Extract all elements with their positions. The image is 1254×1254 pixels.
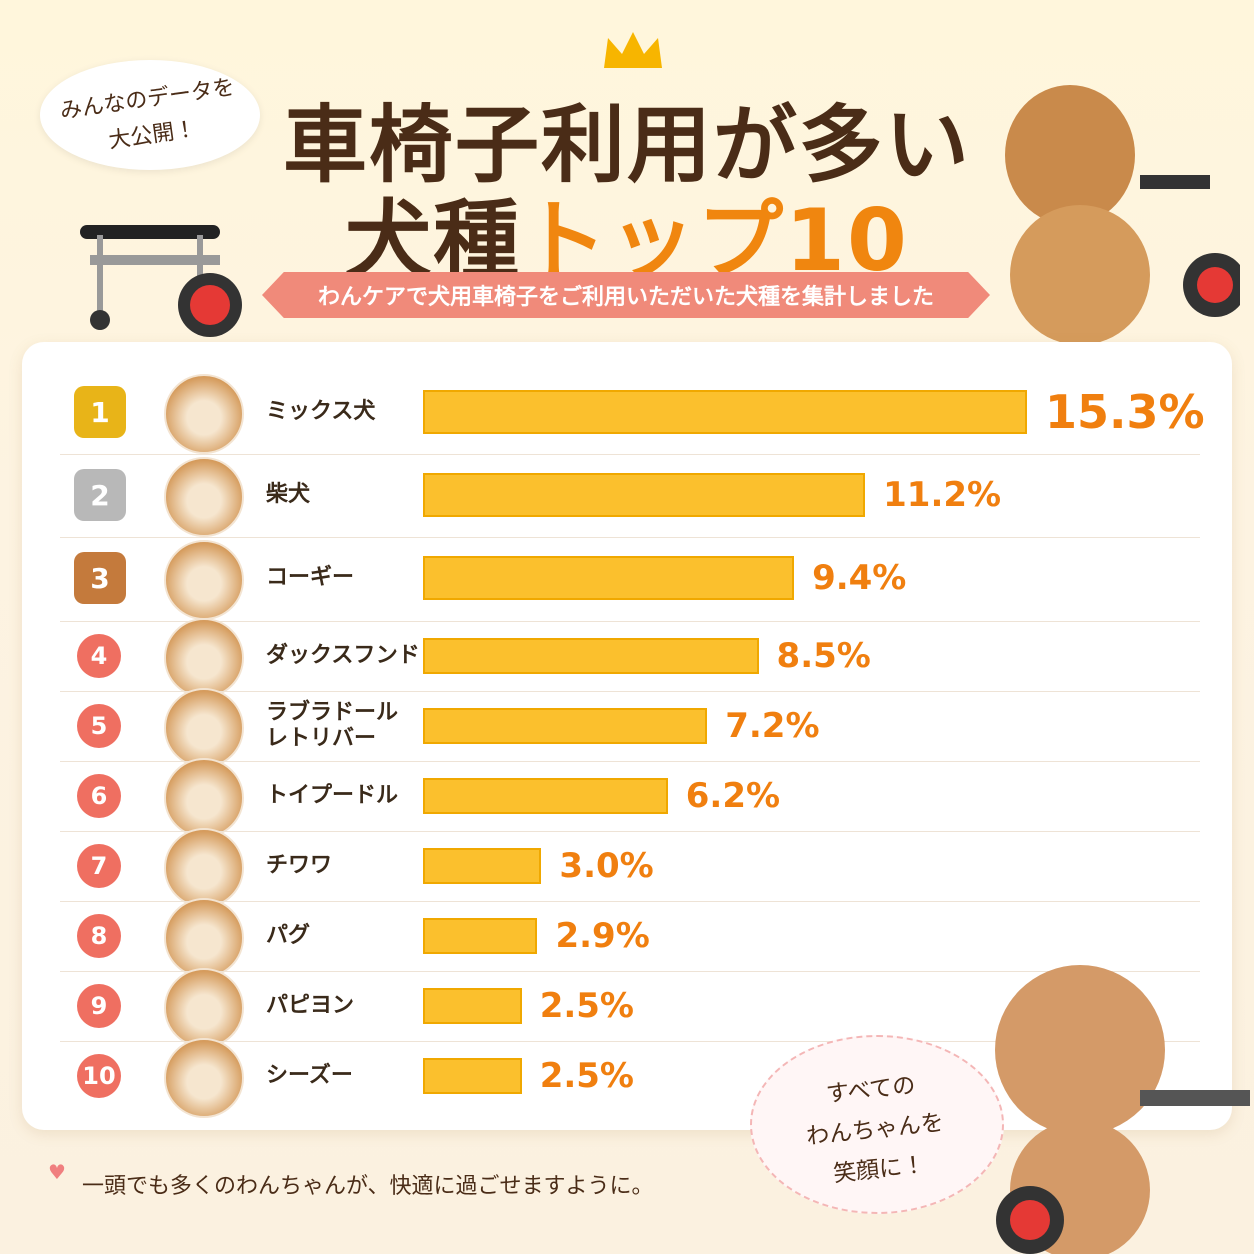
rank-badge: 3	[74, 552, 126, 604]
dog-photo	[164, 374, 244, 454]
row-separator	[60, 971, 1200, 972]
subtitle-ribbon: わんケアで犬用車椅子をご利用いただいた犬種を集計しました	[262, 272, 990, 318]
value-label: 3.0%	[559, 846, 654, 886]
category-label: シーズー	[266, 1063, 353, 1088]
dog-photo	[164, 898, 244, 978]
value-label: 15.3%	[1045, 385, 1205, 439]
rank-badge: 2	[74, 469, 126, 521]
rank-badge: 9	[77, 984, 121, 1028]
value-label: 8.5%	[776, 636, 871, 676]
heart-icon: ♥	[48, 1160, 66, 1184]
speech-bubble	[40, 60, 260, 170]
rank-badge: 5	[77, 704, 121, 748]
bar	[423, 556, 795, 600]
category-label: ダックスフンド	[266, 643, 420, 668]
footer-note: 一頭でも多くのわんちゃんが、快適に過ごせますように。	[82, 1174, 654, 1199]
bar	[423, 1058, 522, 1094]
rank-badge: 8	[77, 914, 121, 958]
row-separator	[60, 537, 1200, 538]
row-separator	[60, 901, 1200, 902]
row-separator	[60, 454, 1200, 455]
cloud-bubble	[750, 1035, 1004, 1214]
row-separator	[60, 621, 1200, 622]
bar	[423, 778, 668, 814]
bar	[423, 473, 866, 517]
dog-illustration	[1005, 85, 1240, 345]
value-label: 11.2%	[883, 475, 1002, 515]
rank-badge: 7	[77, 844, 121, 888]
dog-photo	[164, 828, 244, 908]
row-separator	[60, 761, 1200, 762]
dog-photo	[164, 457, 244, 537]
bar	[423, 988, 522, 1024]
category-label: 柴犬	[266, 482, 311, 507]
dog-photo	[164, 1038, 244, 1118]
category-label: パピヨン	[266, 993, 355, 1018]
row-separator	[60, 831, 1200, 832]
category-label: チワワ	[266, 853, 333, 878]
subtitle: わんケアで犬用車椅子をご利用いただいた犬種を集計しました	[317, 285, 934, 310]
row-separator	[60, 1041, 1200, 1042]
dog-photo	[164, 688, 244, 768]
bar	[423, 638, 759, 674]
value-label: 6.2%	[685, 776, 781, 816]
value-label: 9.4%	[812, 558, 907, 598]
cloud-text: すべての わんちゃんを 笑顔に！	[754, 1058, 995, 1201]
value-label: 2.9%	[555, 916, 650, 956]
value-label: 2.5%	[539, 1056, 634, 1096]
rank-badge: 1	[74, 386, 126, 438]
bar	[423, 848, 542, 884]
bar	[423, 918, 538, 954]
category-label: コーギー	[266, 565, 355, 590]
value-label: 7.2%	[725, 706, 820, 746]
rank-badge: 10	[77, 1054, 121, 1098]
category-label: ミックス犬	[266, 399, 376, 424]
category-label: トイプードル	[266, 783, 399, 808]
dog-photo	[164, 618, 244, 698]
category-label: パグ	[266, 923, 311, 948]
row-separator	[60, 691, 1200, 692]
chart-title: 車椅子利用が多い	[282, 96, 971, 194]
dog-photo	[164, 540, 244, 620]
bar	[423, 708, 708, 744]
wheelchair-illustration	[80, 225, 242, 337]
value-label: 2.5%	[539, 986, 634, 1026]
category-label: ラブラドール レトリバー	[266, 700, 399, 751]
dog-photo	[164, 968, 244, 1048]
bar	[423, 390, 1027, 434]
dog-photo	[164, 758, 244, 838]
poodle-illustration	[995, 965, 1250, 1254]
rank-badge: 4	[77, 634, 121, 678]
crown-icon	[604, 32, 662, 68]
rank-badge: 6	[77, 774, 121, 818]
